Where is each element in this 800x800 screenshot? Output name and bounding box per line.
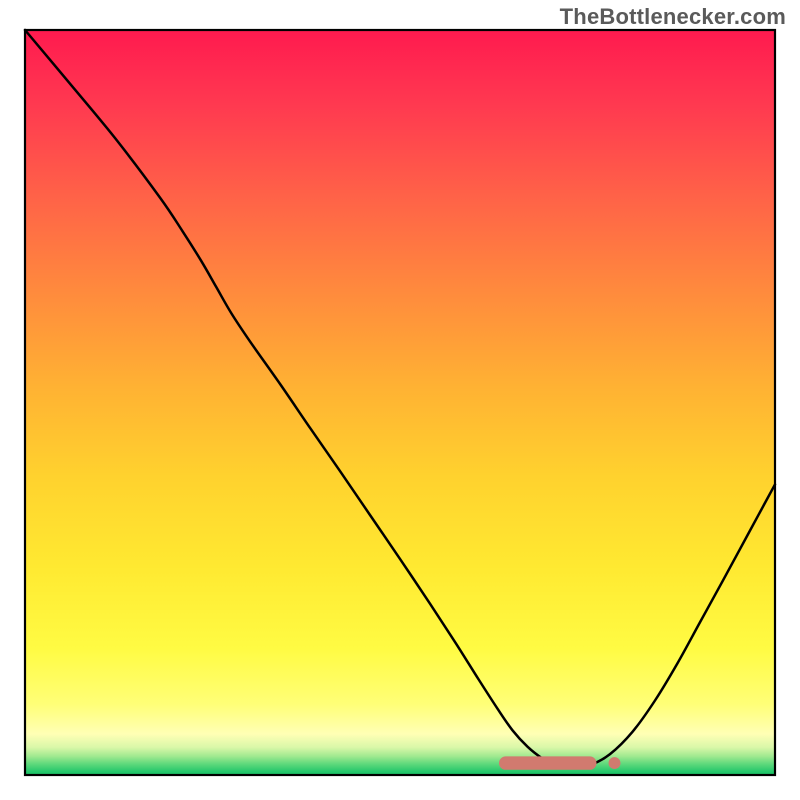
plot-background bbox=[25, 30, 775, 775]
optimal-range-marker bbox=[499, 756, 597, 769]
bottleneck-chart bbox=[0, 0, 800, 800]
optimal-point-marker bbox=[609, 757, 621, 769]
watermark-text: TheBottlenecker.com bbox=[560, 4, 786, 30]
